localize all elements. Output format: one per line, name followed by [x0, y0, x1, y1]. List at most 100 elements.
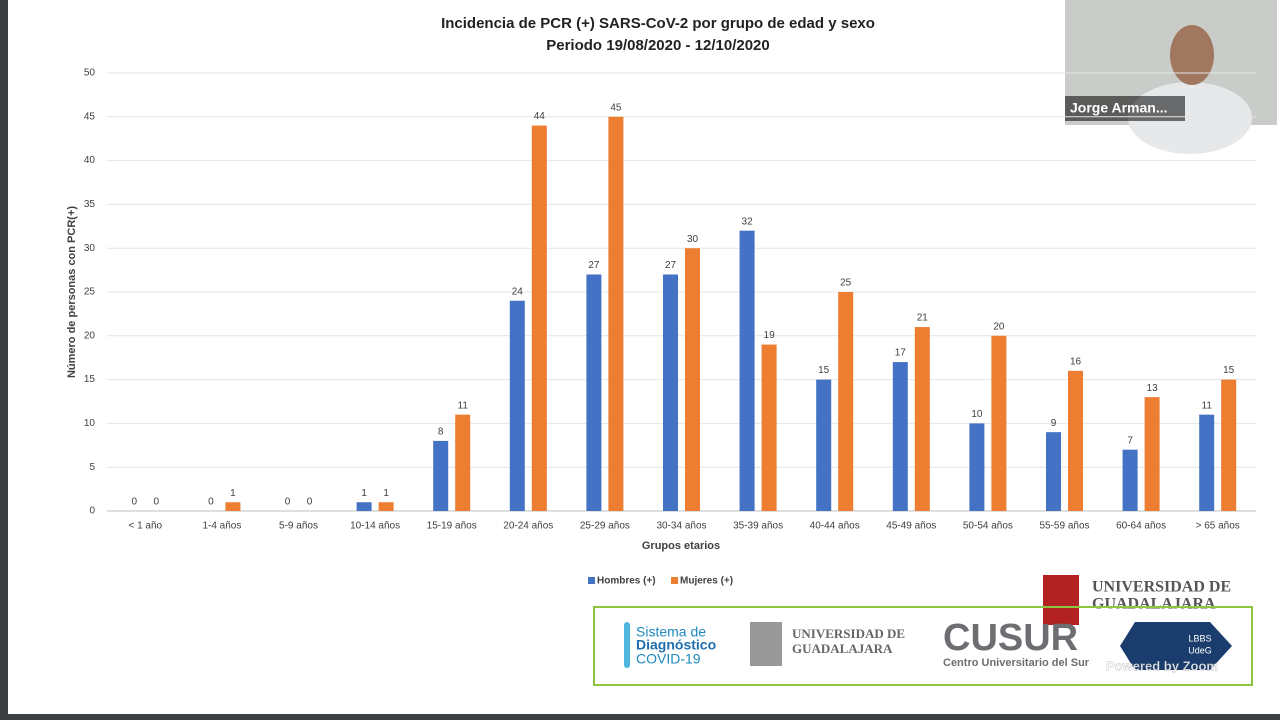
y-tick-label: 15 — [84, 374, 96, 385]
x-tick-label: 15-19 años — [427, 521, 477, 532]
x-tick-label: 10-14 años — [350, 521, 400, 532]
data-label: 19 — [764, 330, 776, 341]
logo-text: Centro Universitario del Sur — [943, 657, 1090, 669]
bar — [586, 274, 602, 511]
bar — [739, 230, 755, 511]
crest — [750, 622, 782, 666]
y-tick-label: 40 — [84, 155, 96, 166]
bottom-edge — [0, 714, 1280, 720]
zoom-watermark: Powered by Zoom — [1106, 658, 1218, 673]
bar — [892, 362, 908, 511]
x-axis-label: Grupos etarios — [642, 540, 720, 552]
crest — [1043, 575, 1079, 625]
bar — [608, 116, 624, 512]
data-label: 10 — [971, 409, 983, 420]
person-head — [1170, 25, 1214, 85]
bar — [914, 327, 930, 511]
data-label: 44 — [534, 111, 546, 122]
legend-swatch — [671, 577, 678, 584]
bar — [1068, 370, 1083, 511]
x-tick-label: 40-44 años — [810, 521, 860, 532]
bar — [761, 344, 777, 511]
y-axis-label: Número de personas con PCR(+) — [66, 206, 78, 378]
x-tick-label: 55-59 años — [1039, 521, 1089, 532]
x-tick-label: 30-34 años — [656, 521, 706, 532]
bar — [685, 248, 700, 511]
legend-label: Mujeres (+) — [680, 576, 733, 587]
logo-text: CUSUR — [943, 617, 1078, 659]
x-tick-label: 35-39 años — [733, 521, 783, 532]
y-tick-label: 30 — [84, 243, 96, 254]
y-tick-label: 25 — [84, 287, 96, 298]
data-label: 20 — [993, 321, 1005, 332]
data-label: 15 — [1223, 365, 1235, 376]
bar — [1221, 379, 1237, 511]
bar — [663, 274, 678, 511]
data-label: 0 — [208, 497, 214, 508]
data-label: 0 — [132, 497, 138, 508]
participant-name: Jorge Arman... — [1070, 100, 1168, 116]
x-tick-label: 5-9 años — [279, 521, 318, 532]
bar — [356, 502, 372, 511]
data-label: 32 — [742, 216, 754, 227]
data-label: 45 — [610, 102, 622, 113]
bar — [433, 440, 449, 511]
data-label: 24 — [512, 286, 524, 297]
x-tick-label: > 65 años — [1196, 521, 1240, 532]
data-label: 1 — [230, 488, 236, 499]
data-label: 11 — [1202, 400, 1213, 411]
x-tick-label: 20-24 años — [503, 521, 553, 532]
logo-text: UdeG — [1188, 645, 1212, 655]
x-tick-label: 45-49 años — [886, 521, 936, 532]
bar — [509, 300, 525, 511]
bar — [1046, 432, 1061, 511]
logo-text: GUADALAJARA — [1092, 596, 1216, 613]
bar — [1199, 414, 1215, 511]
legend-swatch — [588, 577, 595, 584]
data-label: 30 — [687, 234, 699, 245]
bar — [225, 502, 241, 511]
bar — [816, 379, 832, 511]
y-tick-label: 20 — [84, 330, 96, 341]
data-label: 8 — [438, 427, 444, 438]
y-tick-label: 5 — [89, 462, 95, 473]
chart-title: Incidencia de PCR (+) SARS-CoV-2 por gru… — [441, 15, 875, 32]
logo-text: UNIVERSIDAD DE — [792, 626, 905, 641]
logo-text: GUADALAJARA — [792, 641, 893, 656]
logo-text: Diagnóstico — [636, 637, 716, 653]
data-label: 13 — [1147, 383, 1159, 394]
x-tick-label: 1-4 años — [202, 521, 241, 532]
logo-box — [593, 606, 1253, 686]
x-tick-label: 60-64 años — [1116, 521, 1166, 532]
data-label: 7 — [1127, 435, 1133, 446]
logos: UNIVERSIDAD DE GUADALAJARA Sistema de Di… — [593, 575, 1253, 686]
bar — [1122, 449, 1138, 511]
zoom-tile[interactable]: Jorge Arman... — [1065, 0, 1277, 154]
logo-text: LBBS — [1188, 633, 1211, 643]
lbbs-badge — [1120, 622, 1232, 670]
y-tick-label: 0 — [89, 506, 95, 517]
bar — [378, 502, 394, 511]
data-label: 15 — [818, 365, 830, 376]
logo-text: UNIVERSIDAD DE — [1092, 579, 1231, 596]
data-label: 21 — [917, 313, 929, 324]
logo-text: Sistema de — [636, 624, 706, 640]
y-tick-label: 10 — [84, 418, 96, 429]
logo-text: COVID-19 — [636, 651, 701, 667]
swab-icon — [624, 622, 630, 668]
data-label: 17 — [895, 348, 907, 359]
chart-subtitle: Periodo 19/08/2020 - 12/10/2020 — [546, 37, 769, 54]
data-label: 0 — [285, 497, 291, 508]
data-label: 16 — [1070, 356, 1082, 367]
data-label: 9 — [1051, 418, 1057, 429]
y-tick-label: 50 — [84, 68, 96, 79]
data-label: 1 — [361, 488, 367, 499]
bar — [1144, 397, 1160, 511]
data-label: 1 — [383, 488, 389, 499]
y-tick-label: 35 — [84, 199, 96, 210]
bar — [531, 125, 547, 511]
x-tick-label: 25-29 años — [580, 521, 630, 532]
y-tick-label: 45 — [84, 111, 96, 122]
